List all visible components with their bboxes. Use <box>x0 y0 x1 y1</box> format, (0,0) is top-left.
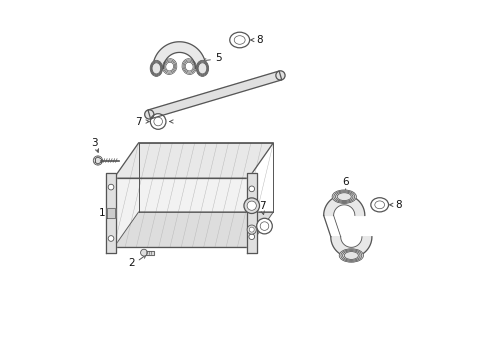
Text: 1: 1 <box>98 208 105 218</box>
Circle shape <box>108 236 114 241</box>
Polygon shape <box>114 212 273 247</box>
Ellipse shape <box>196 60 209 76</box>
Ellipse shape <box>150 60 163 76</box>
Text: 7: 7 <box>135 117 142 126</box>
Circle shape <box>247 225 256 234</box>
Text: 8: 8 <box>395 200 402 210</box>
Circle shape <box>260 222 269 230</box>
Polygon shape <box>114 178 248 247</box>
Circle shape <box>249 234 255 239</box>
Text: 2: 2 <box>128 258 135 267</box>
Ellipse shape <box>339 249 364 262</box>
Ellipse shape <box>375 201 385 209</box>
Polygon shape <box>114 143 273 178</box>
Ellipse shape <box>230 32 249 48</box>
Circle shape <box>93 156 102 165</box>
Text: 7: 7 <box>259 201 266 211</box>
Text: 4: 4 <box>234 83 241 93</box>
Circle shape <box>247 201 256 210</box>
Polygon shape <box>148 71 282 119</box>
Text: 8: 8 <box>257 35 263 45</box>
Text: 5: 5 <box>215 53 221 63</box>
Ellipse shape <box>234 36 245 44</box>
Polygon shape <box>144 251 154 255</box>
Polygon shape <box>95 157 101 164</box>
Polygon shape <box>106 173 116 253</box>
Circle shape <box>244 198 260 213</box>
Text: 3: 3 <box>91 138 98 148</box>
Circle shape <box>276 71 285 80</box>
Ellipse shape <box>332 190 356 203</box>
Circle shape <box>150 114 166 129</box>
Circle shape <box>141 249 147 256</box>
Circle shape <box>257 218 272 234</box>
Polygon shape <box>247 173 257 253</box>
Circle shape <box>249 186 255 192</box>
Circle shape <box>108 184 114 190</box>
Polygon shape <box>107 208 115 218</box>
Text: 6: 6 <box>343 177 349 188</box>
Circle shape <box>145 110 154 119</box>
Circle shape <box>154 117 163 126</box>
Circle shape <box>249 227 254 232</box>
Polygon shape <box>324 195 365 215</box>
Polygon shape <box>331 237 372 257</box>
Polygon shape <box>153 42 206 68</box>
Ellipse shape <box>371 198 389 212</box>
